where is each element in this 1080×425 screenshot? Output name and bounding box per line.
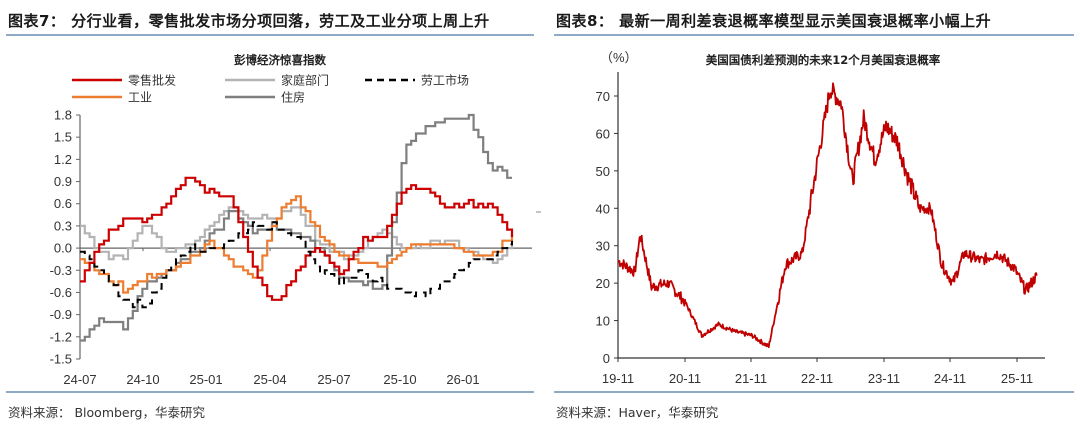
- x-tick-label: 25-04: [253, 372, 286, 387]
- y-tick-label: 1.5: [54, 130, 72, 145]
- x-tick-label: 22-11: [801, 371, 833, 386]
- y-tick-label: 10: [596, 314, 610, 329]
- title-divider: [6, 34, 534, 36]
- figure-7-source: 资料来源： Bloomberg，华泰研究: [8, 405, 205, 420]
- chart-series: [617, 82, 1038, 349]
- y-tick-label: 0.3: [54, 218, 72, 233]
- y-tick-label: 60: [596, 126, 610, 141]
- y-tick-label: 0.6: [54, 196, 72, 211]
- x-tick-label: 24-10: [126, 372, 159, 387]
- series-line: [80, 206, 514, 264]
- legend-label: 劳工市场: [421, 73, 469, 88]
- title-divider: [554, 34, 1074, 36]
- y-tick-label: -0.6: [50, 285, 72, 300]
- y-axis-unit: （%）: [600, 50, 638, 65]
- x-tick-label: 25-01: [189, 372, 222, 387]
- y-tick-label: -0.9: [50, 307, 72, 322]
- series-line: [80, 113, 512, 342]
- figure-8-title: 图表8： 最新一周利差衰退概率模型显示美国衰退概率小幅上升: [556, 12, 992, 30]
- figure-7-title: 图表7： 分行业看，零售批发市场分项回落，劳工及工业分项上周上升: [8, 12, 490, 30]
- chart-title: 彭博经济惊喜指数: [234, 53, 326, 67]
- figure-8-panel: 图表8： 最新一周利差衰退概率模型显示美国衰退概率小幅上升 （%） 美国国债利差…: [548, 0, 1080, 425]
- x-tick-label: 25-07: [317, 372, 350, 387]
- figure-7-panel: 图表7： 分行业看，零售批发市场分项回落，劳工及工业分项上周上升 彭博经济惊喜指…: [6, 12, 541, 420]
- x-tick-label: 20-11: [669, 371, 701, 386]
- y-tick-label: 1.8: [54, 108, 72, 123]
- x-tick-label: 21-11: [735, 371, 767, 386]
- legend-label: 零售批发: [128, 73, 176, 88]
- chart-axes: 0 10 20 30 40 50 60 70 19-11 20-11 21-11 22-11 23-11…: [596, 72, 1045, 386]
- y-tick-label: 70: [596, 89, 610, 104]
- series-line: [617, 82, 1038, 349]
- x-tick-label: 24-07: [63, 372, 96, 387]
- x-tick-label: 24-11: [934, 371, 966, 386]
- y-tick-label: 20: [596, 276, 610, 291]
- y-tick-label: -1.5: [50, 352, 72, 367]
- series-line: [80, 221, 513, 309]
- figure-8-source: 资料来源：Haver，华泰研究: [556, 405, 719, 420]
- recession-probability-chart: （%） 美国国债利差预测的未来12个月美国衰退概率 0 10 20 30 40 50 60 7…: [596, 50, 1045, 386]
- x-tick-label: 19-11: [602, 371, 634, 386]
- x-tick-label: 25-10: [383, 372, 416, 387]
- source-divider: [6, 391, 534, 393]
- y-tick-label: 40: [596, 201, 610, 216]
- chart-axes: 1.8 1.5 1.2 0.9 0.6 0.3 0.0 -0.3 -0.6 -0.9 -1.2 -1.…: [50, 108, 541, 387]
- x-tick-label: 23-11: [868, 371, 900, 386]
- legend-label: 工业: [128, 91, 152, 105]
- y-tick-label: 0: [603, 351, 610, 366]
- source-divider: [554, 391, 1074, 393]
- y-tick-label: 30: [596, 239, 610, 254]
- y-tick-label: -0.3: [50, 263, 72, 278]
- chart-title: 美国国债利差预测的未来12个月美国衰退概率: [706, 53, 941, 67]
- y-tick-label: 0.0: [54, 241, 72, 256]
- legend-label: 住房: [281, 90, 305, 105]
- x-tick-label: 25-11: [1001, 371, 1033, 386]
- chart-series: [80, 113, 514, 342]
- y-tick-label: 50: [596, 164, 610, 179]
- x-tick-label: 26-01: [446, 372, 479, 387]
- series-line: [80, 195, 514, 294]
- y-tick-label: -1.2: [50, 329, 72, 344]
- y-tick-label: 1.2: [54, 152, 72, 167]
- legend-label: 家庭部门: [281, 73, 329, 88]
- series-line: [80, 176, 514, 301]
- y-tick-label: 0.9: [54, 174, 72, 189]
